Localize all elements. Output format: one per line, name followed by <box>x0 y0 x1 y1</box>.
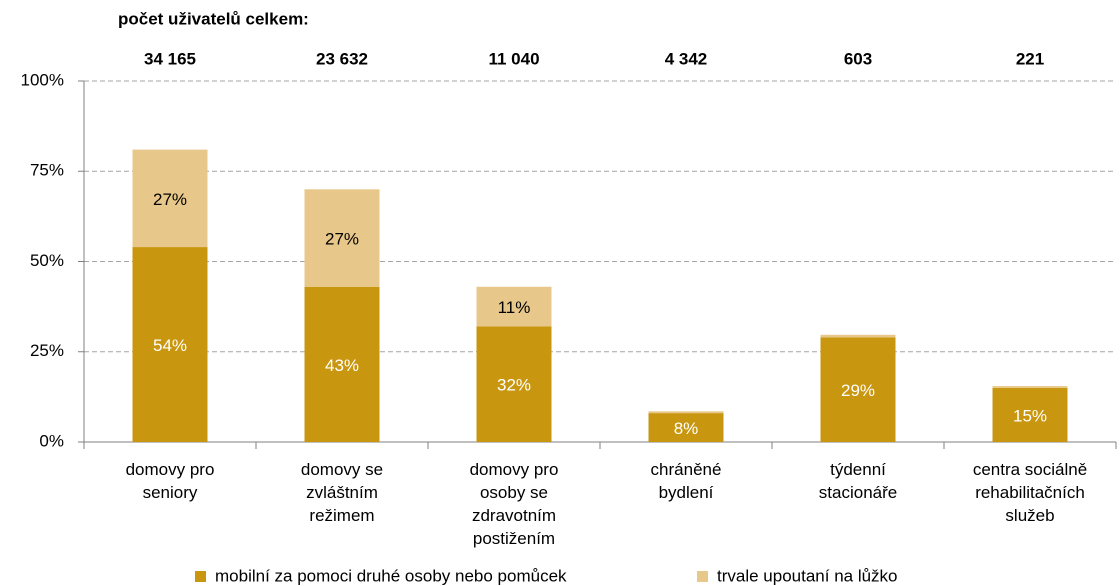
legend-swatch <box>697 571 708 582</box>
value-label: 54% <box>153 336 187 355</box>
x-tick-label: domovy pro osoby se zdravotním postižením <box>470 460 559 548</box>
x-tick-label: domovy se zvláštním režimem <box>301 460 383 525</box>
legend-swatch <box>195 571 206 582</box>
x-tick-label: týdenní stacionáře <box>819 460 897 502</box>
legend-label: mobilní za pomoci druhé osoby nebo pomůc… <box>215 566 567 585</box>
total-label: 23 632 <box>316 49 368 68</box>
y-tick-label: 50% <box>30 251 64 270</box>
bar-segment <box>132 149 208 248</box>
y-tick-label: 25% <box>30 341 64 360</box>
y-tick-label: 100% <box>21 70 64 89</box>
value-label: 27% <box>325 230 359 249</box>
bar-segment <box>476 326 552 442</box>
bar-segment <box>820 334 896 338</box>
bar-segment <box>648 413 724 442</box>
bar-segment <box>820 337 896 442</box>
bar-segment <box>648 411 724 414</box>
x-tick-label: centra sociálně rehabilitačních služeb <box>973 460 1087 525</box>
x-tick-label: chráněné bydlení <box>651 460 722 502</box>
total-label: 34 165 <box>144 49 196 68</box>
bar-segment <box>992 386 1068 388</box>
total-label: 221 <box>1016 49 1044 68</box>
value-label: 27% <box>153 190 187 209</box>
value-label: 8% <box>674 419 699 438</box>
bar-segment <box>992 387 1068 442</box>
bar-segment <box>304 189 380 287</box>
x-tick-label: domovy pro seniory <box>126 460 215 502</box>
total-label: 4 342 <box>665 49 708 68</box>
y-tick-label: 75% <box>30 161 64 180</box>
total-label: 11 040 <box>488 49 539 68</box>
y-tick-label: 0% <box>39 431 64 450</box>
value-label: 11% <box>498 298 531 317</box>
legend-label: trvale upoutaní na lůžko <box>717 566 898 585</box>
bar-segment <box>132 247 208 442</box>
value-label: 43% <box>325 356 359 375</box>
value-label: 29% <box>841 381 875 400</box>
bar-segment <box>304 286 380 442</box>
value-label: 15% <box>1013 406 1047 425</box>
header: počet uživatelů celkem: <box>118 9 309 28</box>
value-label: 32% <box>497 376 531 395</box>
bar-segment <box>476 286 552 327</box>
total-label: 603 <box>844 49 872 68</box>
